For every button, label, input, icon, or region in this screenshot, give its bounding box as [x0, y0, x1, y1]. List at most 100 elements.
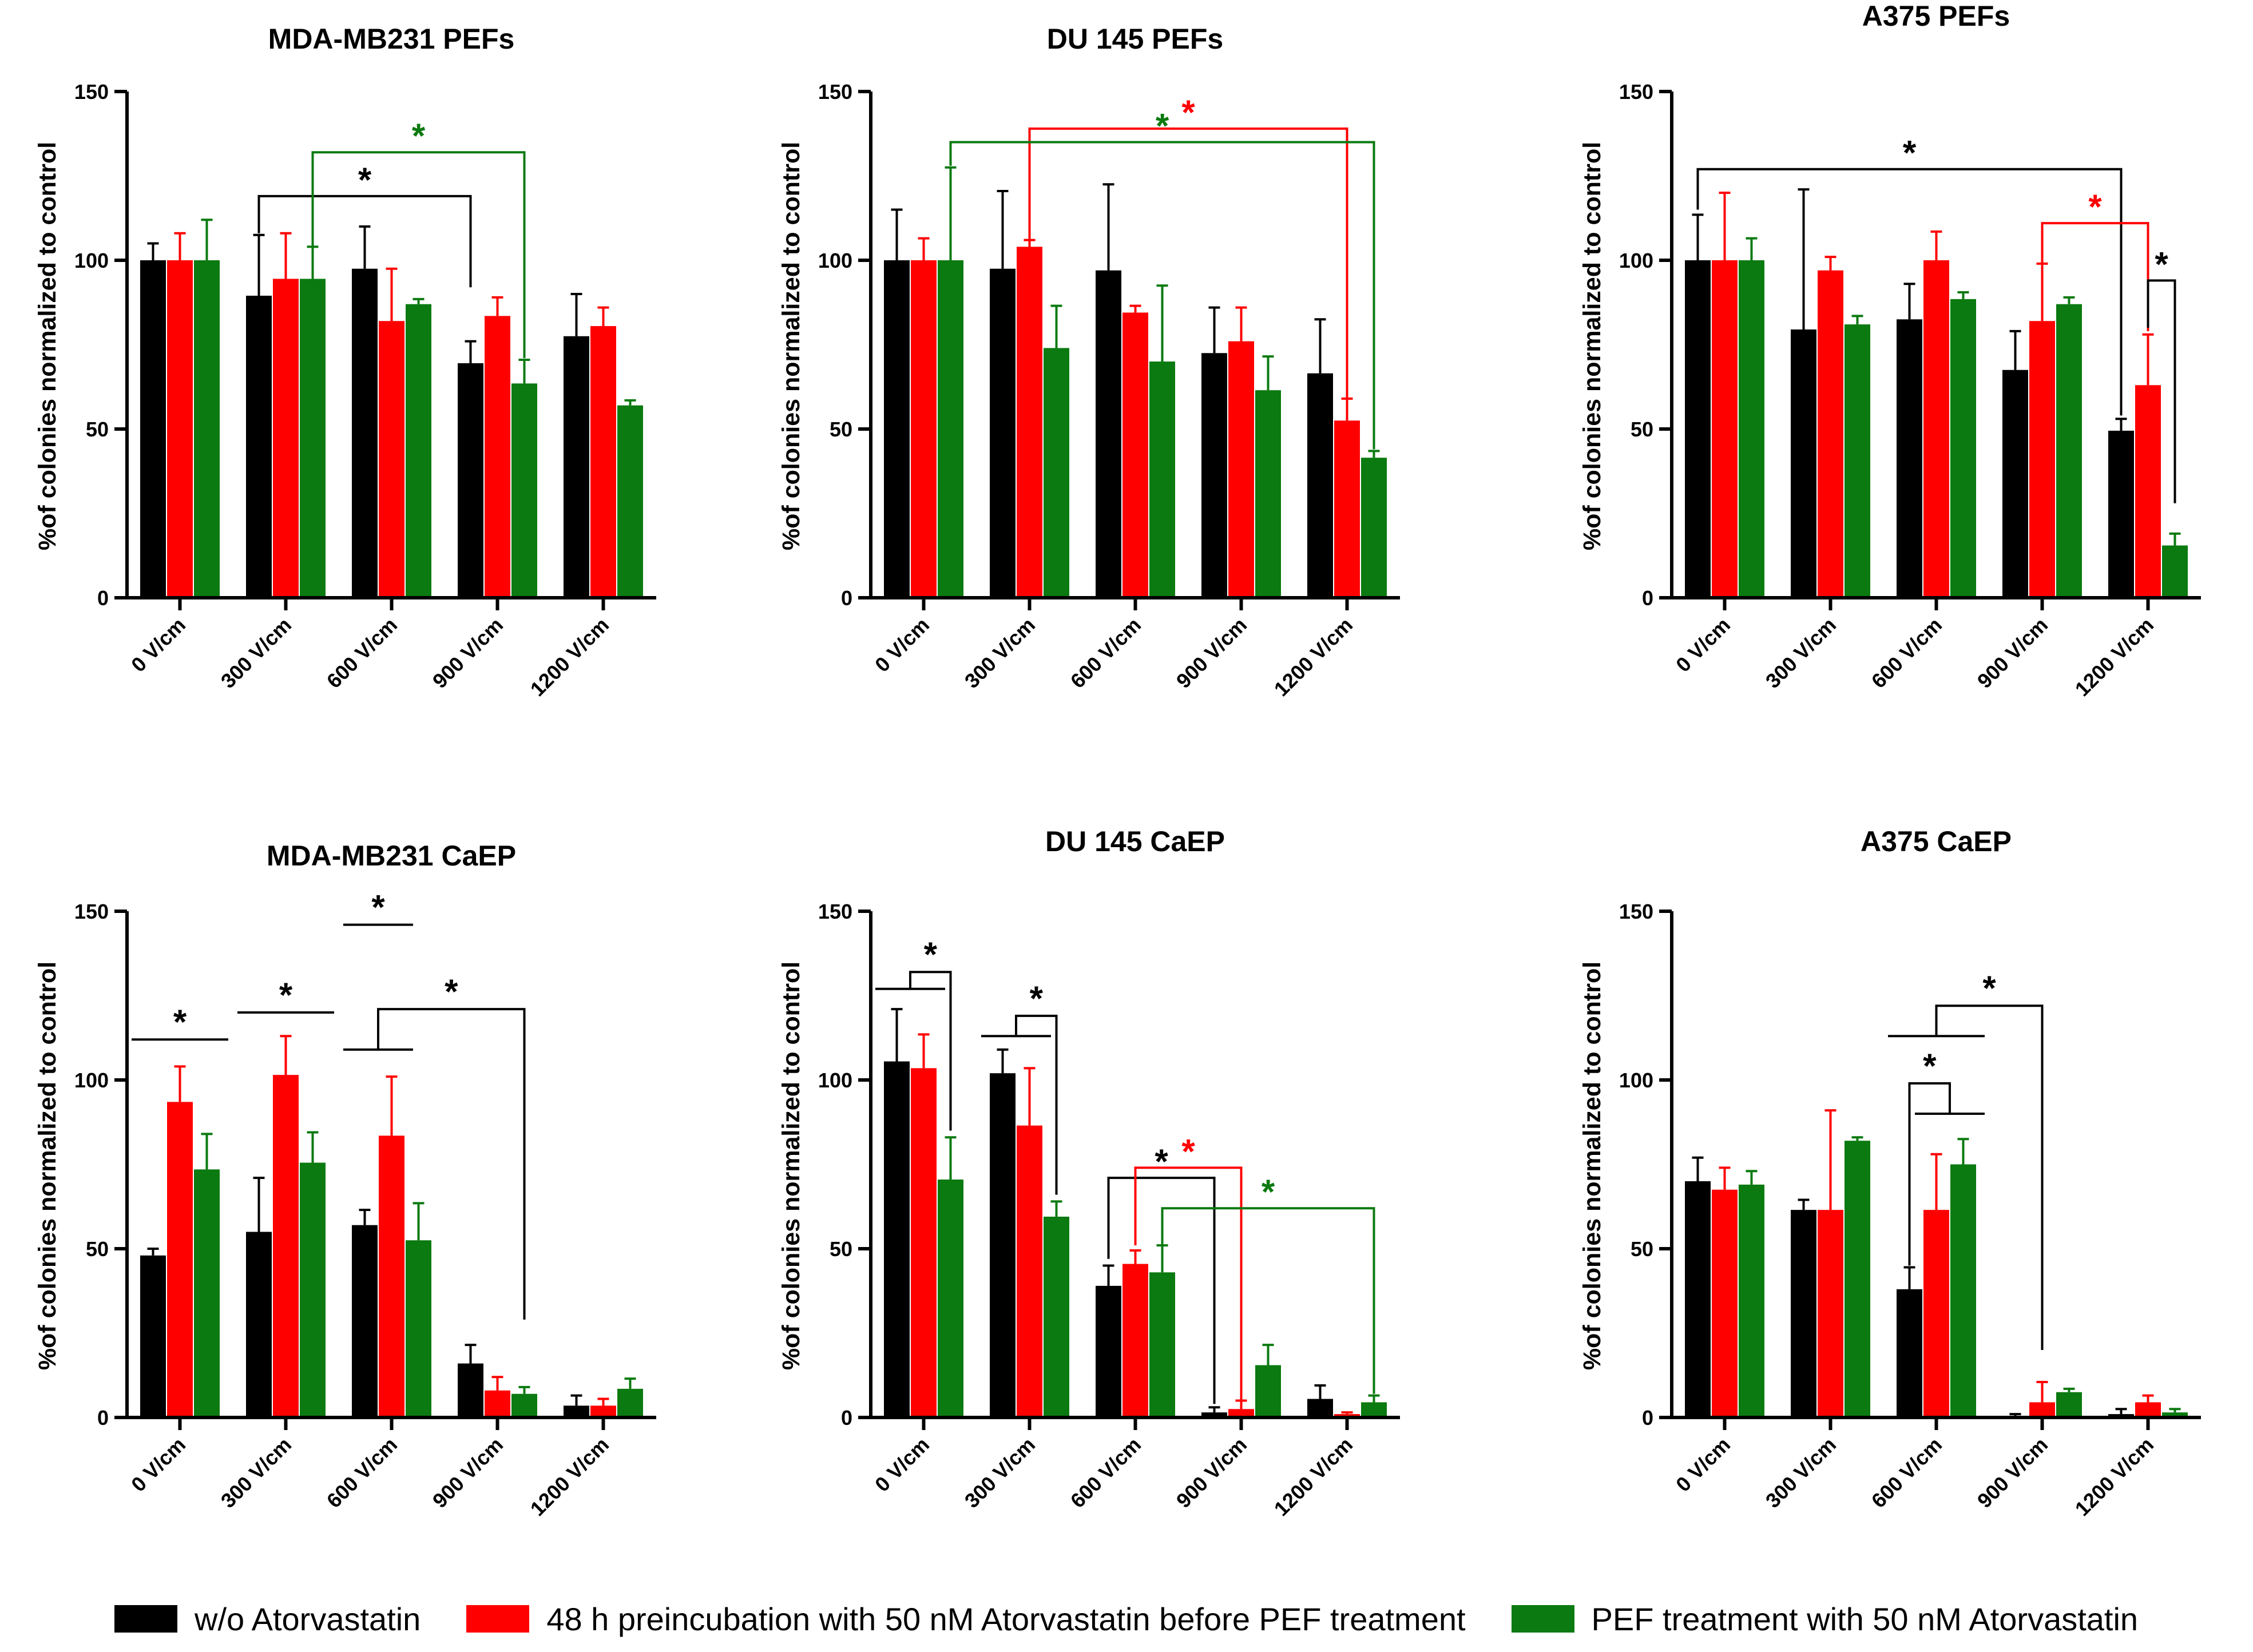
chart-a375-pefs: A375 PEFs %of colonies normalized to con…	[1578, 0, 2201, 701]
x-tick-label: 1200 V/cm	[2070, 1433, 2159, 1521]
bar	[406, 1240, 431, 1417]
bar	[590, 1405, 616, 1417]
significance-marker: *	[875, 935, 952, 1131]
bar	[167, 260, 193, 598]
bracket-line	[1161, 1207, 1375, 1394]
bar	[352, 1225, 378, 1417]
bar	[938, 260, 963, 598]
bar	[379, 1135, 404, 1417]
series-1	[1712, 192, 2161, 598]
bar	[1739, 1184, 1764, 1417]
y-tick-label: 100	[74, 249, 109, 272]
significance-star: *	[1181, 93, 1195, 132]
y-tick-label: 50	[86, 1237, 109, 1261]
series-0	[1685, 1156, 2134, 1417]
x-tick-label: 900 V/cm	[428, 1433, 507, 1512]
bar	[273, 279, 299, 598]
bar	[511, 1393, 537, 1417]
bar	[1897, 319, 1922, 598]
bracket-line	[1935, 1004, 2044, 1350]
y-tick-label: 0	[841, 586, 852, 610]
significance-marker: *	[1107, 1142, 1216, 1404]
significance-marker: *	[981, 979, 1058, 1195]
x-tick-label: 300 V/cm	[1761, 1433, 1841, 1512]
legend-item-wo-atorvastatin: w/o Atorvastatin	[114, 1601, 421, 1638]
bracket-line	[377, 1008, 526, 1320]
bar	[511, 383, 537, 598]
y-tick-label: 0	[1642, 1406, 1653, 1429]
bar	[1739, 260, 1764, 598]
significance-star: *	[445, 972, 458, 1011]
bar	[1923, 260, 1949, 598]
plot-area: 0 50 100 150 0 V/cm 300 V/cm 600 V/cm 900 V/cm 1…	[1619, 900, 2201, 1520]
significance-star: *	[2155, 245, 2168, 283]
bar	[300, 279, 326, 598]
bar	[1818, 1210, 1843, 1417]
bar	[2135, 385, 2161, 598]
bar	[990, 1073, 1016, 1417]
legend-swatch-red	[466, 1605, 530, 1633]
bar	[1685, 1181, 1711, 1417]
significance-marker: *	[132, 1003, 228, 1041]
x-tick-label: 300 V/cm	[960, 1433, 1040, 1512]
y-axis-label: %of colonies normalized to control	[778, 142, 805, 550]
bar	[1017, 247, 1042, 598]
bar	[617, 1388, 643, 1417]
bar	[990, 268, 1016, 598]
chart-du145-pefs: DU 145 PEFs %of colonies normalized to c…	[778, 23, 1400, 701]
bracket-line	[1015, 1014, 1058, 1195]
bar	[884, 1061, 910, 1417]
bar	[1712, 260, 1738, 598]
legend-item-preincubation: 48 h preincubation with 50 nM Atorvastat…	[466, 1601, 1466, 1638]
bar	[1149, 1272, 1175, 1417]
x-tick-label: 900 V/cm	[1172, 613, 1251, 693]
bracket-line	[2041, 222, 2149, 331]
series-2	[1739, 1136, 2188, 1417]
x-tick-label: 600 V/cm	[1066, 613, 1145, 693]
bar	[1044, 348, 1069, 598]
bar	[300, 1162, 326, 1417]
bar	[2162, 545, 2188, 598]
bar	[458, 363, 483, 598]
series-1	[1712, 1109, 2161, 1417]
chart-title: DU 145 CaEP	[1045, 825, 1225, 857]
significance-star: *	[2088, 188, 2102, 226]
y-tick-label: 150	[1619, 900, 1653, 923]
y-tick-label: 50	[1631, 418, 1653, 441]
bar	[1017, 1125, 1042, 1417]
significance-marker: *	[949, 107, 1375, 450]
significance-star: *	[1181, 1132, 1195, 1170]
legend-swatch-green	[1511, 1605, 1574, 1633]
significance-marker: *	[1028, 93, 1348, 399]
bar	[2056, 1392, 2082, 1417]
bar	[1201, 1412, 1227, 1417]
series-1	[167, 232, 616, 598]
bar	[1712, 1189, 1738, 1417]
significance-star: *	[1923, 1047, 1937, 1085]
bar	[2002, 370, 2028, 598]
significance-star: *	[1262, 1173, 1275, 1211]
significance-star: *	[173, 1003, 187, 1041]
bar	[485, 316, 510, 598]
bar	[2029, 321, 2055, 598]
bar	[458, 1363, 483, 1417]
bracket-line	[2147, 279, 2176, 503]
y-tick-label: 0	[97, 1406, 109, 1429]
series-2	[194, 219, 643, 598]
bar	[1791, 329, 1816, 598]
significance-marker: *	[311, 117, 526, 359]
bracket-line	[1908, 1082, 1951, 1266]
bar	[1228, 1409, 1254, 1417]
y-axis-label: %of colonies normalized to control	[1578, 962, 1606, 1370]
bar	[2135, 1402, 2161, 1417]
series-1	[911, 237, 1360, 598]
chart-mda-mb231-caep: MDA-MB231 CaEP %of colonies normalized t…	[34, 840, 656, 1520]
x-tick-label: 1200 V/cm	[526, 1433, 614, 1521]
x-tick-label: 1200 V/cm	[1270, 613, 1358, 701]
bar	[140, 1255, 166, 1417]
y-tick-label: 100	[1619, 1069, 1653, 1092]
y-tick-label: 100	[74, 1069, 109, 1092]
series-2	[938, 1136, 1387, 1417]
bar	[2056, 304, 2082, 598]
bar	[273, 1075, 299, 1417]
